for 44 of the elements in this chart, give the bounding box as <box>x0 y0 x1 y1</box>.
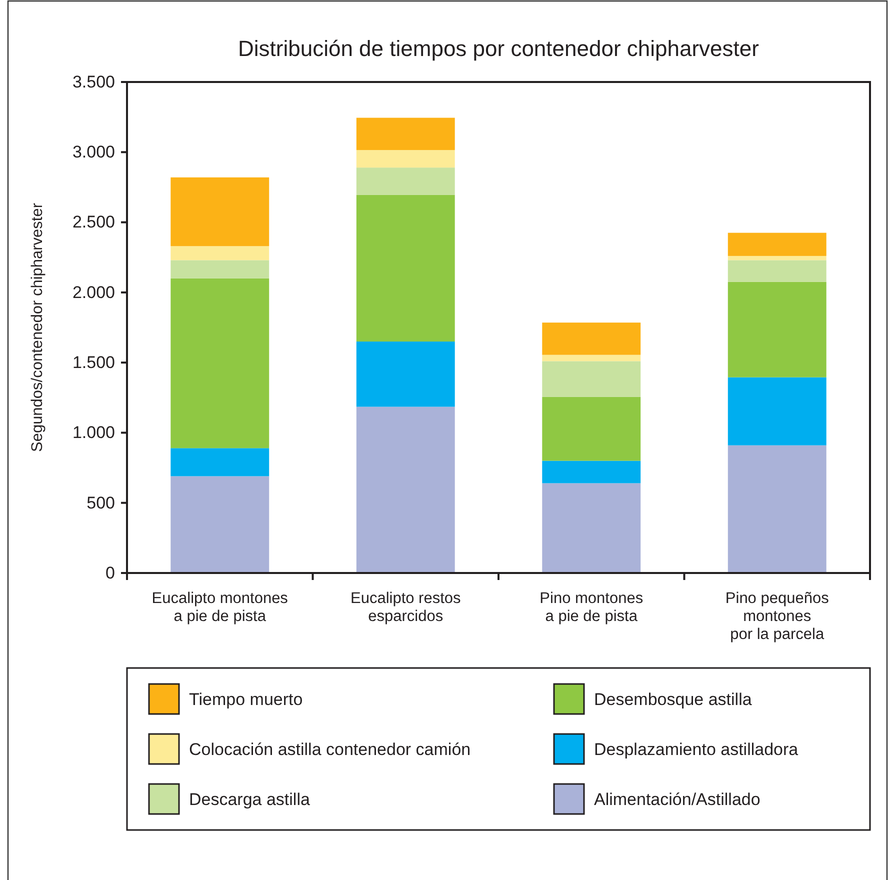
bar <box>728 232 826 256</box>
chart-title: Distribución de tiempos por contenedor chipharvester <box>238 36 759 61</box>
legend-label: Desplazamiento astilladora <box>594 740 799 759</box>
y-tick-label: 0 <box>106 563 115 582</box>
bar <box>728 260 826 282</box>
bar <box>542 483 641 573</box>
bar <box>356 118 455 150</box>
legend-label: Colocación astilla contenedor camión <box>189 740 471 759</box>
bar <box>356 342 455 407</box>
x-tick-label: Pino pequeños montones por la parcela <box>725 590 830 643</box>
bar <box>356 194 455 342</box>
bar <box>728 377 826 446</box>
bar <box>170 260 270 278</box>
legend-label: Tiempo muerto <box>189 690 303 709</box>
y-tick-label: 500 <box>86 493 115 512</box>
bar <box>728 282 826 378</box>
bar <box>542 361 641 397</box>
bar <box>542 460 641 484</box>
x-tick-label: Eucalipto montones a pie de pista <box>152 590 288 625</box>
legend-label: Alimentación/Astillado <box>594 790 760 809</box>
bar <box>356 168 455 195</box>
bar <box>542 396 641 461</box>
y-tick-label: 2.000 <box>72 282 115 302</box>
bar <box>170 177 270 246</box>
bar <box>728 445 826 573</box>
legend-label: Descarga astilla <box>189 790 310 809</box>
y-tick-label: 3.000 <box>72 142 115 162</box>
y-tick-label: 3.500 <box>72 72 115 92</box>
bar <box>170 246 270 260</box>
bar <box>356 150 455 168</box>
bar <box>170 448 270 476</box>
y-tick-label: 2.500 <box>72 212 115 232</box>
legend-label: Desembosque astilla <box>594 690 752 709</box>
y-axis-title: Segundos/contenedor chipharvester <box>29 202 46 452</box>
y-tick-label: 1.000 <box>72 423 115 442</box>
bar <box>170 278 270 448</box>
x-tick-label: Eucalipto restos esparcidos <box>350 590 462 625</box>
bar <box>542 354 641 362</box>
bar <box>542 322 641 355</box>
y-tick-label: 1.500 <box>72 353 115 372</box>
x-tick-label: Pino montones a pie de pista <box>540 590 644 625</box>
bar <box>170 476 270 573</box>
bar <box>728 256 826 260</box>
bar <box>356 406 455 573</box>
